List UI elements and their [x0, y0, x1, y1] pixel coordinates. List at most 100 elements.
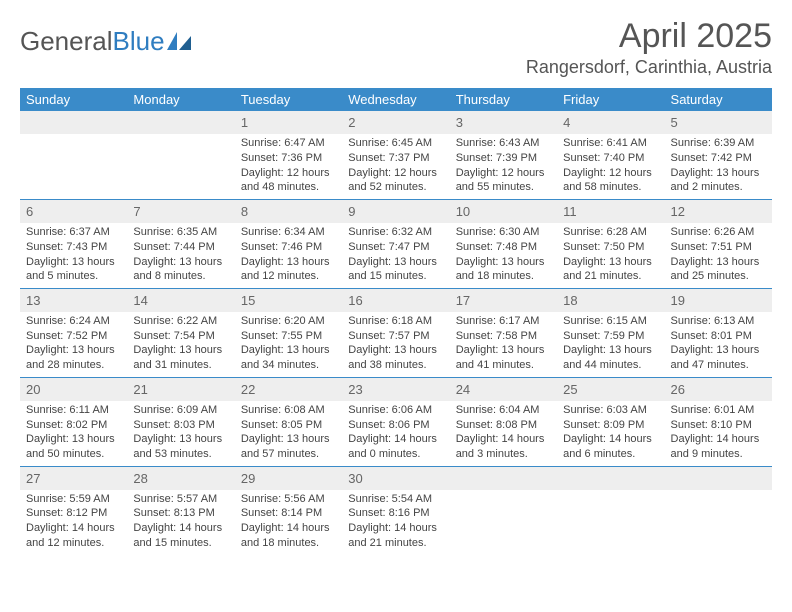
- day-body: Sunrise: 6:30 AMSunset: 7:48 PMDaylight:…: [450, 223, 557, 288]
- weekday-wednesday: Wednesday: [342, 88, 449, 111]
- day-body: Sunrise: 5:56 AMSunset: 8:14 PMDaylight:…: [235, 490, 342, 555]
- sunrise-text: Sunrise: 6:37 AM: [26, 225, 121, 240]
- day-body: [557, 490, 664, 546]
- day-cell: 17Sunrise: 6:17 AMSunset: 7:58 PMDayligh…: [450, 289, 557, 377]
- daylight-text: Daylight: 13 hours and 8 minutes.: [133, 255, 228, 285]
- day-body: Sunrise: 6:17 AMSunset: 7:58 PMDaylight:…: [450, 312, 557, 377]
- sunset-text: Sunset: 7:52 PM: [26, 329, 121, 344]
- day-body: [450, 490, 557, 546]
- sunset-text: Sunset: 7:40 PM: [563, 151, 658, 166]
- day-number: 6: [20, 200, 127, 223]
- day-body: Sunrise: 6:41 AMSunset: 7:40 PMDaylight:…: [557, 134, 664, 199]
- day-number: [127, 111, 234, 134]
- sunrise-text: Sunrise: 6:35 AM: [133, 225, 228, 240]
- daylight-text: Daylight: 14 hours and 3 minutes.: [456, 432, 551, 462]
- weekday-thursday: Thursday: [450, 88, 557, 111]
- sunrise-text: Sunrise: 6:30 AM: [456, 225, 551, 240]
- day-body: Sunrise: 6:04 AMSunset: 8:08 PMDaylight:…: [450, 401, 557, 466]
- day-body: [20, 134, 127, 190]
- sunset-text: Sunset: 8:14 PM: [241, 506, 336, 521]
- sunrise-text: Sunrise: 6:18 AM: [348, 314, 443, 329]
- day-cell-empty: [450, 467, 557, 555]
- day-body: Sunrise: 6:24 AMSunset: 7:52 PMDaylight:…: [20, 312, 127, 377]
- day-cell: 15Sunrise: 6:20 AMSunset: 7:55 PMDayligh…: [235, 289, 342, 377]
- sunrise-text: Sunrise: 6:22 AM: [133, 314, 228, 329]
- day-cell: 12Sunrise: 6:26 AMSunset: 7:51 PMDayligh…: [665, 200, 772, 288]
- sunset-text: Sunset: 8:02 PM: [26, 418, 121, 433]
- sunset-text: Sunset: 7:51 PM: [671, 240, 766, 255]
- weekday-tuesday: Tuesday: [235, 88, 342, 111]
- sunrise-text: Sunrise: 6:01 AM: [671, 403, 766, 418]
- weeks-container: 1Sunrise: 6:47 AMSunset: 7:36 PMDaylight…: [20, 111, 772, 555]
- daylight-text: Daylight: 13 hours and 38 minutes.: [348, 343, 443, 373]
- day-cell: 25Sunrise: 6:03 AMSunset: 8:09 PMDayligh…: [557, 378, 664, 466]
- day-cell: 29Sunrise: 5:56 AMSunset: 8:14 PMDayligh…: [235, 467, 342, 555]
- day-number: 28: [127, 467, 234, 490]
- sunrise-text: Sunrise: 6:15 AM: [563, 314, 658, 329]
- location: Rangersdorf, Carinthia, Austria: [526, 57, 772, 78]
- sunset-text: Sunset: 7:36 PM: [241, 151, 336, 166]
- sunset-text: Sunset: 8:13 PM: [133, 506, 228, 521]
- week-row: 13Sunrise: 6:24 AMSunset: 7:52 PMDayligh…: [20, 288, 772, 377]
- day-body: Sunrise: 6:22 AMSunset: 7:54 PMDaylight:…: [127, 312, 234, 377]
- sunrise-text: Sunrise: 6:03 AM: [563, 403, 658, 418]
- day-number: 8: [235, 200, 342, 223]
- weekday-saturday: Saturday: [665, 88, 772, 111]
- daylight-text: Daylight: 13 hours and 25 minutes.: [671, 255, 766, 285]
- day-body: [665, 490, 772, 546]
- day-body: Sunrise: 6:09 AMSunset: 8:03 PMDaylight:…: [127, 401, 234, 466]
- day-body: Sunrise: 6:08 AMSunset: 8:05 PMDaylight:…: [235, 401, 342, 466]
- daylight-text: Daylight: 13 hours and 50 minutes.: [26, 432, 121, 462]
- daylight-text: Daylight: 14 hours and 18 minutes.: [241, 521, 336, 551]
- day-cell: 3Sunrise: 6:43 AMSunset: 7:39 PMDaylight…: [450, 111, 557, 199]
- day-body: Sunrise: 6:37 AMSunset: 7:43 PMDaylight:…: [20, 223, 127, 288]
- day-number: 29: [235, 467, 342, 490]
- day-cell-empty: [665, 467, 772, 555]
- day-body: Sunrise: 6:01 AMSunset: 8:10 PMDaylight:…: [665, 401, 772, 466]
- week-row: 6Sunrise: 6:37 AMSunset: 7:43 PMDaylight…: [20, 199, 772, 288]
- sunrise-text: Sunrise: 6:04 AM: [456, 403, 551, 418]
- sunset-text: Sunset: 8:05 PM: [241, 418, 336, 433]
- day-cell: 8Sunrise: 6:34 AMSunset: 7:46 PMDaylight…: [235, 200, 342, 288]
- day-cell: 10Sunrise: 6:30 AMSunset: 7:48 PMDayligh…: [450, 200, 557, 288]
- day-body: [127, 134, 234, 190]
- day-cell: 14Sunrise: 6:22 AMSunset: 7:54 PMDayligh…: [127, 289, 234, 377]
- day-number: 23: [342, 378, 449, 401]
- day-body: Sunrise: 6:39 AMSunset: 7:42 PMDaylight:…: [665, 134, 772, 199]
- day-body: Sunrise: 6:43 AMSunset: 7:39 PMDaylight:…: [450, 134, 557, 199]
- sunrise-text: Sunrise: 6:28 AM: [563, 225, 658, 240]
- daylight-text: Daylight: 14 hours and 15 minutes.: [133, 521, 228, 551]
- day-cell: 30Sunrise: 5:54 AMSunset: 8:16 PMDayligh…: [342, 467, 449, 555]
- sunrise-text: Sunrise: 5:56 AM: [241, 492, 336, 507]
- daylight-text: Daylight: 12 hours and 55 minutes.: [456, 166, 551, 196]
- logo: GeneralBlue: [20, 18, 193, 57]
- day-body: Sunrise: 5:57 AMSunset: 8:13 PMDaylight:…: [127, 490, 234, 555]
- daylight-text: Daylight: 13 hours and 21 minutes.: [563, 255, 658, 285]
- day-cell: 6Sunrise: 6:37 AMSunset: 7:43 PMDaylight…: [20, 200, 127, 288]
- sunset-text: Sunset: 8:10 PM: [671, 418, 766, 433]
- sunrise-text: Sunrise: 6:45 AM: [348, 136, 443, 151]
- sunrise-text: Sunrise: 6:26 AM: [671, 225, 766, 240]
- day-body: Sunrise: 6:11 AMSunset: 8:02 PMDaylight:…: [20, 401, 127, 466]
- day-body: Sunrise: 6:47 AMSunset: 7:36 PMDaylight:…: [235, 134, 342, 199]
- daylight-text: Daylight: 13 hours and 53 minutes.: [133, 432, 228, 462]
- day-number: 13: [20, 289, 127, 312]
- daylight-text: Daylight: 14 hours and 6 minutes.: [563, 432, 658, 462]
- header: GeneralBlue April 2025 Rangersdorf, Cari…: [20, 18, 772, 78]
- weekday-header-row: SundayMondayTuesdayWednesdayThursdayFrid…: [20, 88, 772, 111]
- sunrise-text: Sunrise: 6:06 AM: [348, 403, 443, 418]
- day-number: [20, 111, 127, 134]
- sunrise-text: Sunrise: 6:11 AM: [26, 403, 121, 418]
- day-body: Sunrise: 6:20 AMSunset: 7:55 PMDaylight:…: [235, 312, 342, 377]
- day-cell: 18Sunrise: 6:15 AMSunset: 7:59 PMDayligh…: [557, 289, 664, 377]
- day-body: Sunrise: 6:26 AMSunset: 7:51 PMDaylight:…: [665, 223, 772, 288]
- week-row: 20Sunrise: 6:11 AMSunset: 8:02 PMDayligh…: [20, 377, 772, 466]
- daylight-text: Daylight: 13 hours and 34 minutes.: [241, 343, 336, 373]
- day-body: Sunrise: 6:03 AMSunset: 8:09 PMDaylight:…: [557, 401, 664, 466]
- day-cell: 1Sunrise: 6:47 AMSunset: 7:36 PMDaylight…: [235, 111, 342, 199]
- day-cell: 24Sunrise: 6:04 AMSunset: 8:08 PMDayligh…: [450, 378, 557, 466]
- calendar: SundayMondayTuesdayWednesdayThursdayFrid…: [20, 88, 772, 555]
- sunrise-text: Sunrise: 5:57 AM: [133, 492, 228, 507]
- sunrise-text: Sunrise: 6:41 AM: [563, 136, 658, 151]
- day-body: Sunrise: 6:15 AMSunset: 7:59 PMDaylight:…: [557, 312, 664, 377]
